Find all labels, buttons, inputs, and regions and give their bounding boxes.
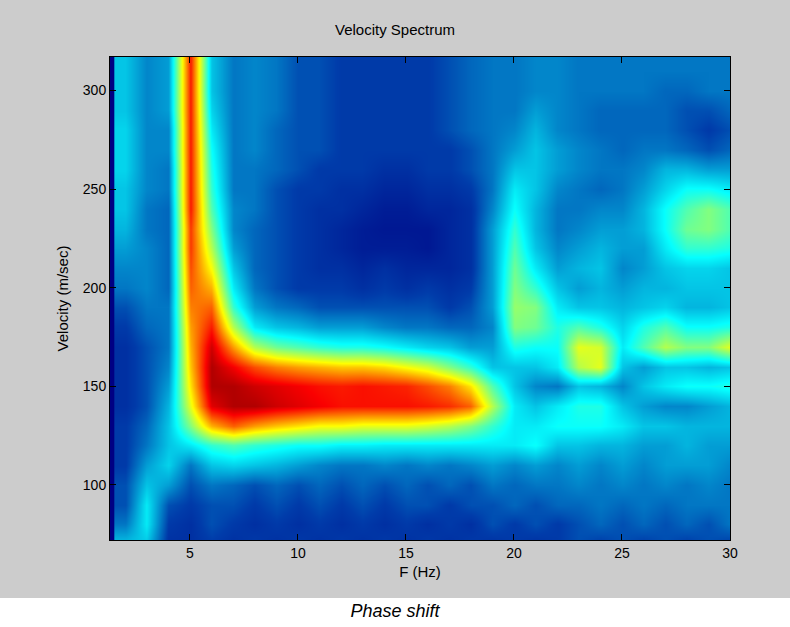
svg-text:30: 30 xyxy=(722,545,738,561)
html-text:Phase shift: Phase shift xyxy=(350,601,440,621)
svg-text:250: 250 xyxy=(83,181,107,197)
svg-text:10: 10 xyxy=(290,545,306,561)
svg-text:Velocity (m/sec): Velocity (m/sec) xyxy=(54,246,71,352)
svg-text:150: 150 xyxy=(83,378,107,394)
svg-text:200: 200 xyxy=(83,280,107,296)
svg-text:F (Hz): F (Hz) xyxy=(399,563,441,580)
svg-text:5: 5 xyxy=(186,545,194,561)
svg-text:20: 20 xyxy=(506,545,522,561)
svg-text:Velocity Spectrum: Velocity Spectrum xyxy=(335,21,455,38)
svg-text:300: 300 xyxy=(83,82,107,98)
svg-text:15: 15 xyxy=(398,545,414,561)
svg-text:25: 25 xyxy=(614,545,630,561)
svg-text:100: 100 xyxy=(83,477,107,493)
